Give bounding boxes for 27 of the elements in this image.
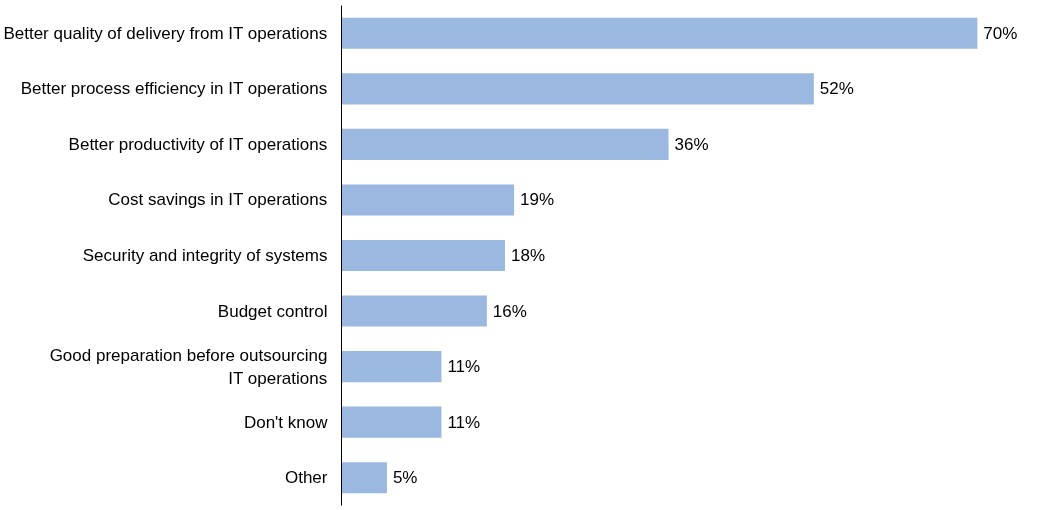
data-label: 5% <box>392 468 418 488</box>
data-label: 18% <box>511 246 546 265</box>
y-tick-label: Budget control <box>217 301 328 321</box>
y-tick-label: Better productivity of IT operations <box>68 134 328 154</box>
data-label: 16% <box>492 301 527 321</box>
y-tick-label: Other <box>284 468 328 488</box>
data-label: 11% <box>447 357 481 377</box>
data-label: 11% <box>447 412 481 432</box>
data-label: 19% <box>520 190 555 210</box>
y-tick-label: Good preparation before outsourcing IT operations <box>49 345 328 388</box>
y-tick-label: Better process efficiency in IT operations <box>20 79 328 99</box>
bar <box>341 406 442 438</box>
data-label: 52% <box>819 79 854 99</box>
y-tick-label: Don't know <box>243 412 329 432</box>
bar <box>341 351 442 383</box>
bar <box>341 73 814 105</box>
bar <box>341 128 669 160</box>
y-tick-label: Better quality of delivery from IT operations <box>3 23 328 43</box>
bar <box>341 295 487 327</box>
data-label: 70% <box>983 23 1018 43</box>
y-tick-label: Security and integrity of systems <box>82 246 328 265</box>
bar <box>341 184 515 216</box>
y-tick-label: Cost savings in IT operations <box>108 190 328 210</box>
bar <box>341 462 387 494</box>
bar <box>341 239 506 272</box>
data-label: 36% <box>674 134 709 154</box>
bar <box>341 17 978 49</box>
